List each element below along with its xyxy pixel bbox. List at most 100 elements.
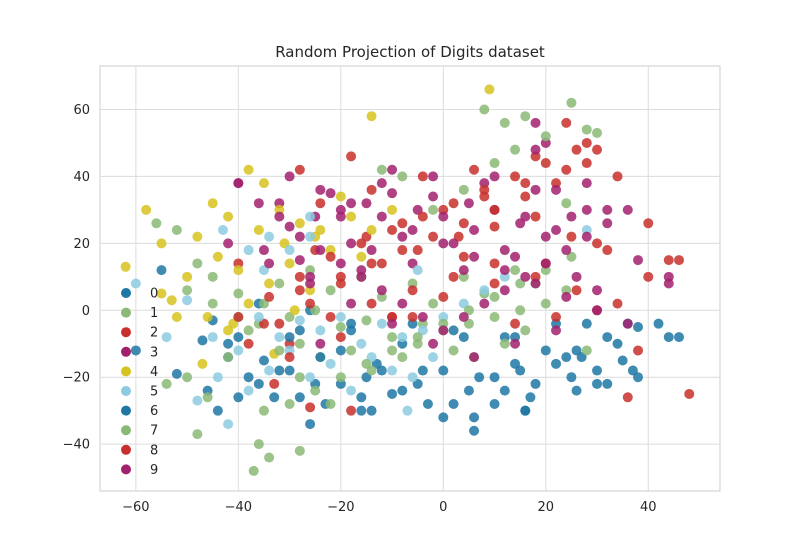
- data-point: [264, 231, 275, 242]
- data-point: [335, 322, 346, 333]
- data-point: [243, 385, 254, 396]
- data-point: [592, 127, 603, 138]
- data-point: [484, 84, 495, 95]
- data-point: [346, 238, 357, 249]
- y-tick-label: 60: [73, 103, 90, 118]
- data-point: [397, 298, 408, 309]
- data-point: [197, 358, 208, 369]
- data-point: [530, 144, 541, 155]
- data-point: [622, 318, 633, 329]
- data-point: [294, 271, 305, 282]
- data-point: [581, 231, 592, 242]
- data-point: [130, 278, 141, 289]
- data-point: [397, 218, 408, 229]
- data-point: [581, 178, 592, 189]
- data-point: [510, 338, 521, 349]
- data-point: [489, 204, 500, 215]
- data-point: [325, 311, 336, 322]
- data-point: [258, 245, 269, 256]
- legend-marker: [121, 327, 131, 338]
- series-8: [233, 117, 654, 363]
- data-point: [499, 245, 510, 256]
- data-point: [294, 164, 305, 175]
- data-point: [182, 271, 193, 282]
- data-point: [284, 398, 295, 409]
- legend-label: 2: [150, 326, 158, 341]
- data-point: [633, 372, 644, 383]
- data-point: [243, 164, 254, 175]
- data-point: [612, 338, 623, 349]
- data-point: [412, 265, 423, 276]
- data-point: [243, 245, 254, 256]
- data-point: [448, 198, 459, 209]
- legend-marker: [121, 366, 131, 377]
- y-tick-label: −20: [63, 371, 90, 386]
- data-point: [156, 238, 167, 249]
- legend-marker: [121, 307, 131, 318]
- y-tick-label: 0: [82, 304, 90, 319]
- data-point: [592, 305, 603, 316]
- legend-label: 9: [150, 463, 158, 478]
- data-point: [520, 178, 531, 189]
- data-point: [161, 332, 172, 343]
- data-point: [428, 191, 439, 202]
- data-point: [274, 211, 285, 222]
- data-point: [561, 198, 572, 209]
- data-point: [376, 365, 387, 376]
- data-point: [346, 198, 357, 209]
- data-point: [458, 265, 469, 276]
- data-point: [417, 311, 428, 322]
- data-point: [663, 255, 674, 266]
- data-point: [551, 325, 562, 336]
- legend-label: 1: [150, 306, 158, 321]
- data-point: [397, 352, 408, 363]
- data-point: [684, 388, 695, 399]
- data-point: [171, 311, 182, 322]
- data-point: [510, 358, 521, 369]
- data-point: [489, 221, 500, 232]
- data-point: [571, 385, 582, 396]
- data-point: [479, 285, 490, 296]
- data-point: [428, 298, 439, 309]
- data-point: [387, 224, 398, 235]
- data-point: [361, 198, 372, 209]
- data-point: [448, 271, 459, 282]
- legend-marker: [121, 386, 131, 396]
- y-tick-label: 20: [73, 237, 90, 252]
- data-point: [253, 224, 264, 235]
- data-points: [120, 84, 695, 476]
- data-point: [561, 117, 572, 128]
- data-point: [438, 412, 449, 423]
- data-point: [387, 388, 398, 399]
- data-point: [182, 295, 193, 306]
- data-point: [397, 245, 408, 256]
- data-point: [264, 452, 275, 463]
- data-point: [192, 258, 203, 269]
- data-point: [489, 278, 500, 289]
- data-point: [233, 288, 244, 299]
- data-point: [510, 318, 521, 329]
- data-point: [592, 378, 603, 389]
- data-point: [202, 311, 213, 322]
- data-point: [397, 332, 408, 343]
- data-point: [212, 372, 223, 383]
- data-point: [643, 271, 654, 282]
- data-point: [387, 318, 398, 329]
- legend-item: 1: [121, 306, 158, 321]
- data-point: [346, 298, 357, 309]
- data-point: [458, 251, 469, 262]
- data-point: [510, 251, 521, 262]
- data-point: [258, 405, 269, 416]
- data-point: [515, 305, 526, 316]
- data-point: [581, 345, 592, 356]
- x-tick-label: 0: [439, 500, 447, 515]
- data-point: [166, 295, 177, 306]
- data-point: [438, 238, 449, 249]
- data-point: [474, 372, 485, 383]
- data-point: [376, 318, 387, 329]
- data-point: [520, 325, 531, 336]
- data-point: [294, 255, 305, 266]
- data-point: [458, 218, 469, 229]
- data-point: [407, 311, 418, 322]
- x-axis-ticks: −60 −40 −20 0 20 40: [122, 500, 656, 515]
